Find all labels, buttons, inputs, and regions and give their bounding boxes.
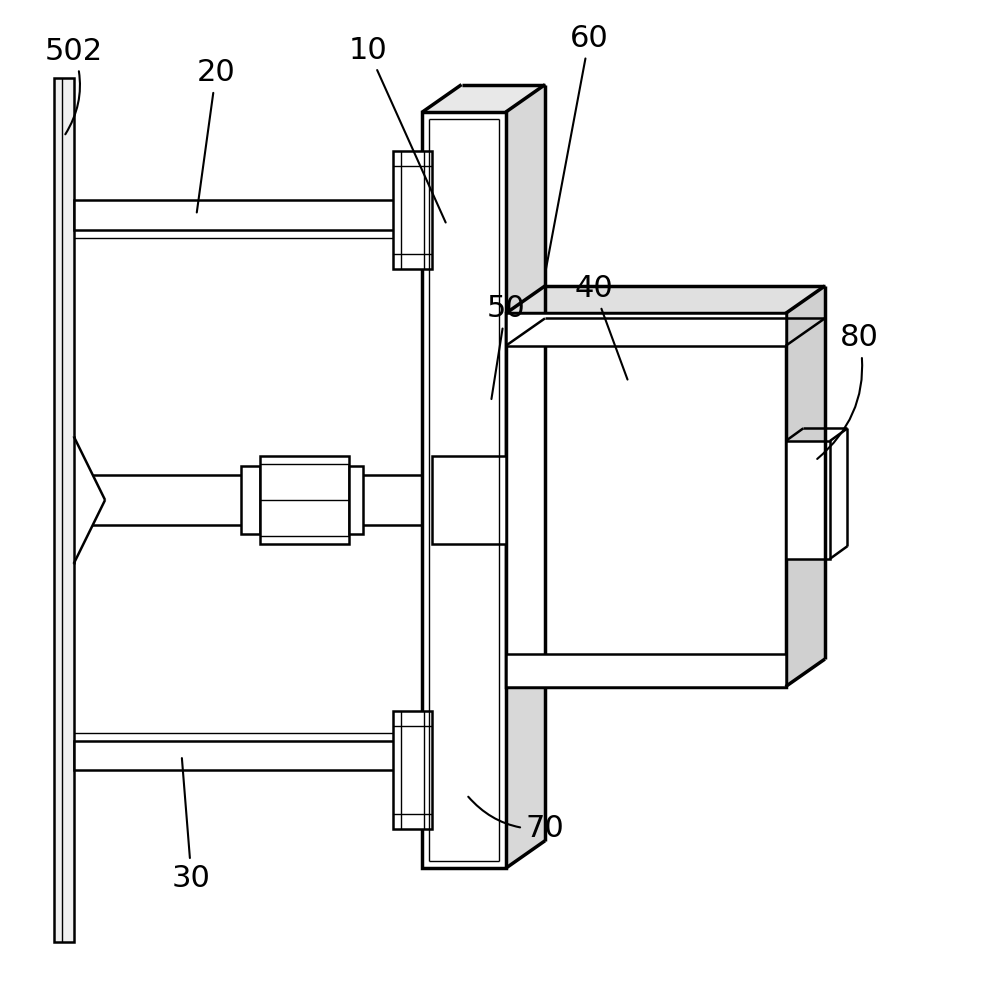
Text: 20: 20 [196, 58, 236, 212]
Bar [506, 313, 786, 346]
Bar [349, 466, 363, 534]
Bar [54, 78, 74, 942]
Polygon shape [422, 85, 545, 112]
Text: 30: 30 [172, 758, 211, 893]
Bar [432, 456, 506, 544]
Text: 50: 50 [486, 294, 525, 399]
Text: 70: 70 [468, 797, 565, 843]
Polygon shape [74, 436, 105, 564]
Polygon shape [437, 741, 455, 770]
Text: 60: 60 [546, 24, 609, 271]
Bar [506, 313, 786, 687]
Bar [260, 456, 349, 544]
Bar [393, 711, 432, 829]
Bar [393, 151, 432, 269]
Bar [786, 441, 830, 559]
Polygon shape [786, 286, 825, 687]
Bar [422, 112, 506, 868]
Bar [74, 200, 437, 230]
Text: 10: 10 [349, 36, 446, 223]
Bar [506, 654, 786, 687]
Polygon shape [506, 286, 825, 313]
Polygon shape [506, 85, 545, 868]
Polygon shape [437, 200, 455, 230]
Bar [241, 466, 260, 534]
Bar [74, 741, 437, 770]
Text: 502: 502 [44, 37, 103, 134]
Text: 80: 80 [817, 323, 879, 459]
Bar [74, 475, 422, 525]
Text: 40: 40 [574, 274, 627, 380]
